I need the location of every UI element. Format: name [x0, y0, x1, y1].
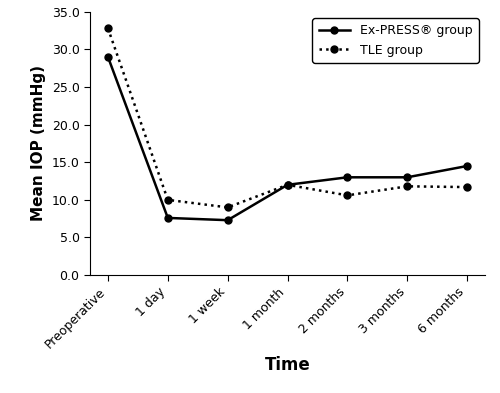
Ex-PRESS® group: [344, 175, 350, 180]
Ex-PRESS® group: [404, 175, 410, 180]
TLE group: [404, 184, 410, 189]
Legend: Ex-PRESS® group, TLE group: Ex-PRESS® group, TLE group: [312, 18, 479, 63]
TLE group: [284, 182, 290, 187]
Ex-PRESS® group: [165, 216, 171, 220]
TLE group: [165, 198, 171, 202]
Ex-PRESS® group: [105, 55, 111, 59]
Ex-PRESS® group: [224, 218, 230, 222]
Ex-PRESS® group: [284, 182, 290, 187]
Y-axis label: Mean IOP (mmHg): Mean IOP (mmHg): [31, 66, 46, 221]
Ex-PRESS® group: [464, 163, 470, 168]
TLE group: [464, 185, 470, 189]
TLE group: [105, 26, 111, 31]
Line: TLE group: TLE group: [104, 25, 470, 211]
X-axis label: Time: Time: [264, 356, 310, 375]
TLE group: [344, 193, 350, 198]
Line: Ex-PRESS® group: Ex-PRESS® group: [104, 53, 470, 224]
TLE group: [224, 205, 230, 210]
